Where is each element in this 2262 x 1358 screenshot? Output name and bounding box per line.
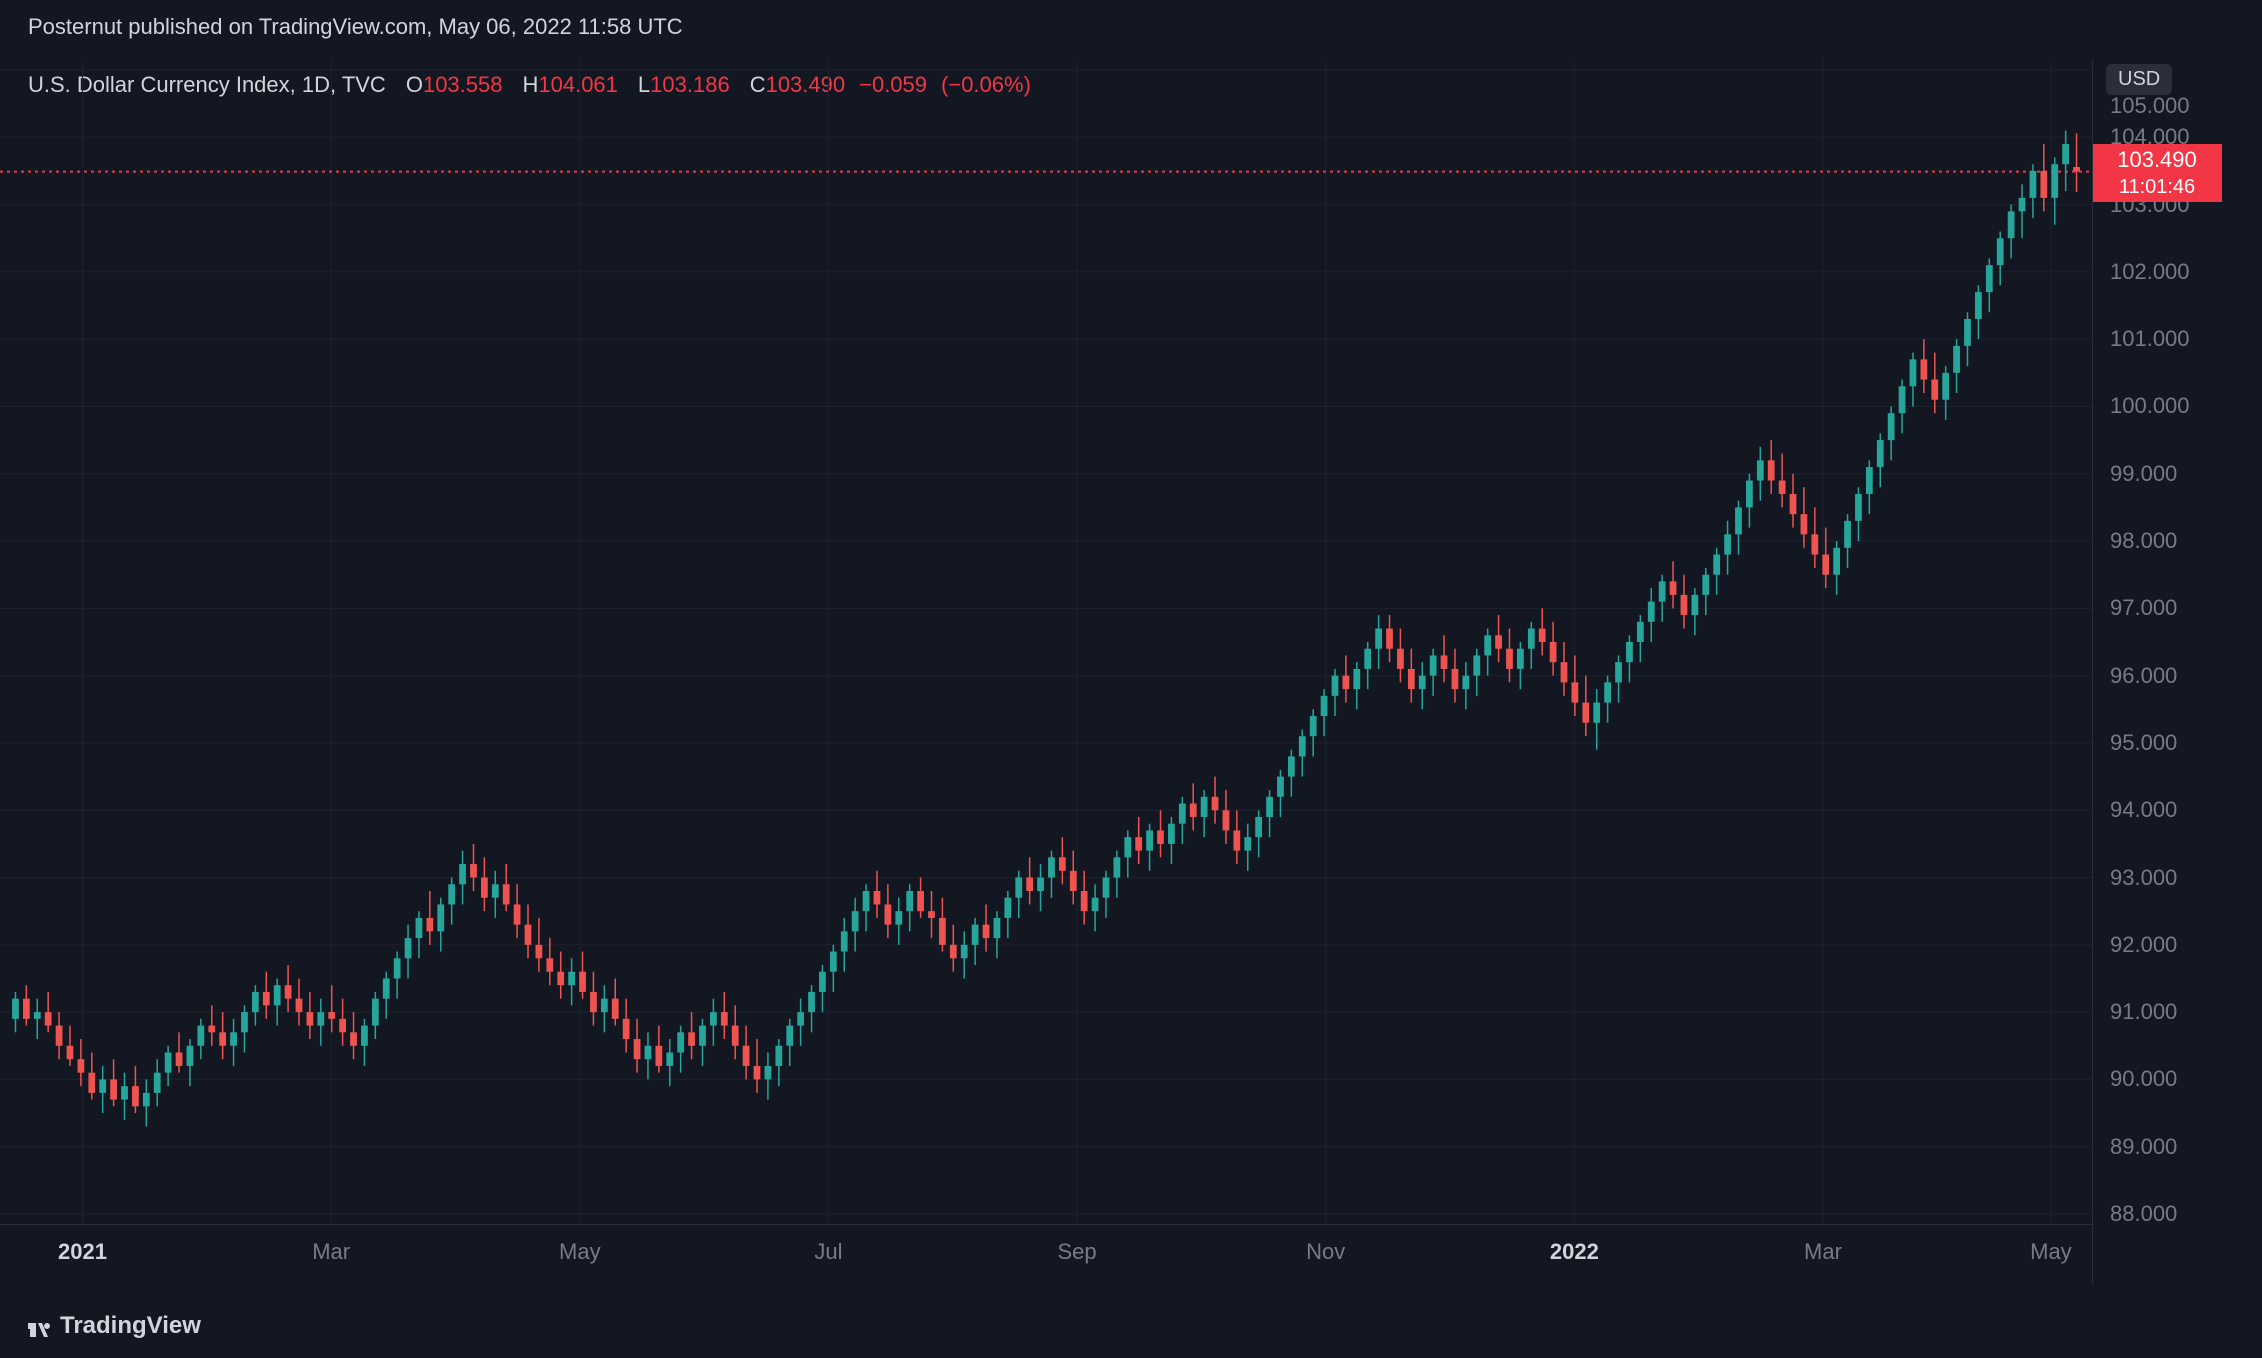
x-axis-tick: Sep (1058, 1239, 1097, 1265)
x-axis-tick: Jul (814, 1239, 842, 1265)
y-axis-tick: 91.000 (2110, 999, 2177, 1025)
y-axis-tick: 89.000 (2110, 1134, 2177, 1160)
y-axis-tick: 94.000 (2110, 797, 2177, 823)
y-axis-tick: 98.000 (2110, 528, 2177, 554)
time-axis[interactable]: 2021 Mar May Jul Sep Nov 2022 Mar May (0, 1224, 2092, 1284)
x-axis-tick: Nov (1306, 1239, 1345, 1265)
candlestick-chart[interactable] (0, 60, 2092, 1224)
x-axis-tick: 2022 (1550, 1239, 1599, 1265)
currency-badge[interactable]: USD (2106, 64, 2172, 95)
x-axis-tick: May (559, 1239, 601, 1265)
axis-divider (2092, 60, 2093, 1284)
x-axis-tick: 2021 (58, 1239, 107, 1265)
y-axis-tick: 90.000 (2110, 1066, 2177, 1092)
tradingview-logo-icon (28, 1316, 52, 1336)
y-axis-tick: 92.000 (2110, 932, 2177, 958)
brand-footer: TradingView (28, 1312, 201, 1340)
y-axis-tick: 100.000 (2110, 393, 2190, 419)
y-axis-tick: 88.000 (2110, 1201, 2177, 1227)
x-axis-tick: Mar (312, 1239, 350, 1265)
current-price-badge: 103.49011:01:46 (2092, 144, 2222, 203)
brand-name: TradingView (60, 1312, 201, 1340)
chart-canvas (0, 60, 2092, 1224)
y-axis-tick: 97.000 (2110, 595, 2177, 621)
current-price-value: 103.490 (2092, 146, 2222, 175)
y-axis-tick: 105.000 (2110, 93, 2190, 119)
y-axis-tick: 93.000 (2110, 865, 2177, 891)
bar-countdown: 11:01:46 (2092, 174, 2222, 200)
y-axis-tick: 101.000 (2110, 326, 2190, 352)
publish-attribution: Posternut published on TradingView.com, … (28, 14, 683, 40)
y-axis-tick: 99.000 (2110, 461, 2177, 487)
price-axis[interactable]: USD 88.000 89.000 90.000 91.000 92.000 93.000… (2092, 60, 2262, 1224)
y-axis-tick: 96.000 (2110, 663, 2177, 689)
y-axis-tick: 102.000 (2110, 259, 2190, 285)
x-axis-tick: May (2030, 1239, 2072, 1265)
x-axis-tick: Mar (1804, 1239, 1842, 1265)
y-axis-tick: 95.000 (2110, 730, 2177, 756)
